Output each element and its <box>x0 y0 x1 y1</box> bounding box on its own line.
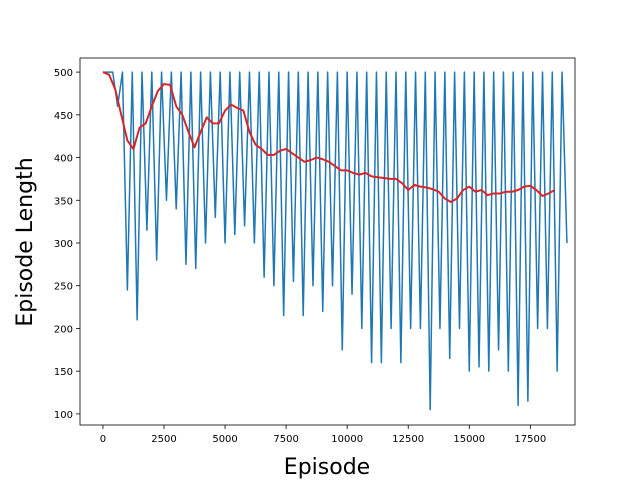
y-axis-label: Episode Length <box>13 157 38 326</box>
x-tick-label: 7500 <box>273 434 298 445</box>
x-tick-label: 17500 <box>514 434 546 445</box>
x-tick-label: 12500 <box>392 434 424 445</box>
y-tick-label: 350 <box>54 196 73 207</box>
y-tick-label: 300 <box>54 239 73 250</box>
y-tick-label: 400 <box>54 154 73 165</box>
x-tick-label: 5000 <box>212 434 237 445</box>
x-tick-label: 2500 <box>151 434 176 445</box>
x-tick-label: 15000 <box>453 434 485 445</box>
x-tick-label: 10000 <box>331 434 363 445</box>
y-tick-label: 200 <box>54 324 73 335</box>
y-tick-label: 100 <box>54 410 73 421</box>
y-tick-label: 500 <box>54 68 73 79</box>
data-line <box>102 71 568 411</box>
plot-frame <box>79 57 576 426</box>
y-tick-label: 450 <box>54 111 73 122</box>
x-axis-label: Episode <box>284 455 370 480</box>
y-tick-label: 150 <box>54 367 73 378</box>
data-line <box>102 71 556 203</box>
y-tick-label: 250 <box>54 282 73 293</box>
x-tick-label: 0 <box>100 434 106 445</box>
